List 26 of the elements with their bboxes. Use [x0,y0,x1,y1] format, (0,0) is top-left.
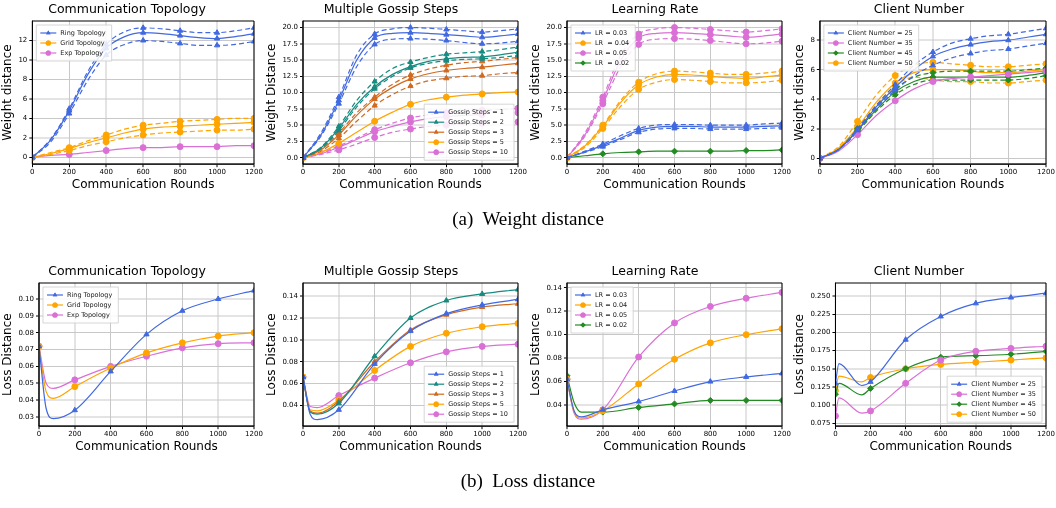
y-axis-title: Weight distance [0,44,15,141]
chart-title: Communication Topology [48,262,207,278]
chart-title: Multiple Gossip Steps [323,0,459,16]
x-axis-title: Communication Rounds [603,438,746,453]
y-axis-title: Loss Distance [528,313,543,396]
y-axis-title: Loss Distance [0,313,15,396]
chart-title: Learning Rate [611,0,699,16]
x-axis-title: Communication Rounds [861,176,1005,191]
x-axis-title: Communication Rounds [603,176,746,191]
y-axis-title: Loss distance [792,314,807,396]
y-axis-title: Loss Distance [264,313,279,396]
chart-title: Multiple Gossip Steps [323,262,459,278]
text: (a) Weight distance [451,208,605,230]
x-axis-title: Communication Rounds [339,176,482,191]
text: (b) Loss distance [459,470,597,492]
y-axis-title: Weight distance [528,44,543,141]
chart-title: Learning Rate [611,262,699,278]
chart-title: Client Number [873,262,966,278]
x-axis-title: Communication Rounds [71,176,215,191]
x-axis-title: Communication Rounds [869,438,1013,453]
y-axis-title: Weight distance [792,44,807,141]
chart-title: Communication Topology [48,0,207,16]
x-axis-title: Communication Rounds [339,438,482,453]
x-axis-title: Communication Rounds [75,438,218,453]
chart-title: Client Number [873,0,966,16]
y-axis-title: Weight Distance [264,43,279,142]
